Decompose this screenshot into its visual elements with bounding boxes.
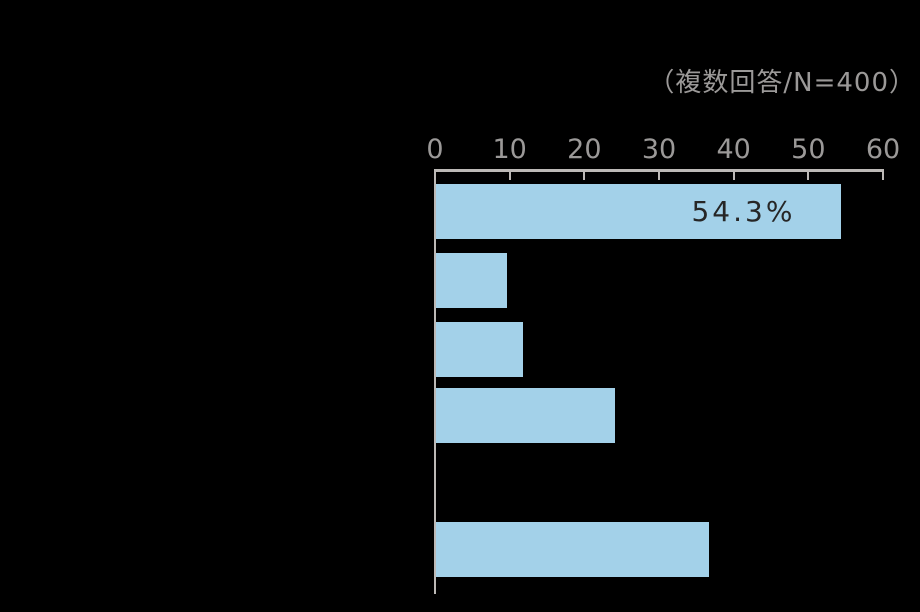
x-axis-tick-label: 50 (791, 134, 826, 165)
bar (436, 322, 523, 377)
bar: 54.3% (436, 184, 842, 239)
x-axis-tick-label: 40 (716, 134, 751, 165)
x-axis-tick-label: 20 (567, 134, 602, 165)
x-axis-tick-mark (583, 171, 586, 180)
x-axis-tick-mark (807, 171, 810, 180)
x-axis-tick-label: 30 (641, 134, 677, 165)
x-axis-tick-mark (434, 171, 436, 180)
x-axis-tick-label: 60 (865, 134, 901, 165)
y-axis-line (434, 169, 436, 594)
x-axis-tick-mark (508, 171, 511, 180)
bar (436, 522, 709, 577)
x-axis-tick-label: 10 (492, 134, 527, 165)
survey-note: （複数回答/N=400） (648, 68, 916, 98)
bar (436, 388, 616, 443)
x-axis-tick-mark (732, 171, 735, 180)
x-axis-tick-mark (658, 171, 660, 180)
x-axis-line (434, 169, 884, 172)
bar-value-label: 54.3% (691, 195, 796, 228)
x-axis-tick-mark (882, 171, 884, 180)
bar (436, 253, 507, 308)
x-axis-tick-label: 0 (426, 134, 444, 165)
